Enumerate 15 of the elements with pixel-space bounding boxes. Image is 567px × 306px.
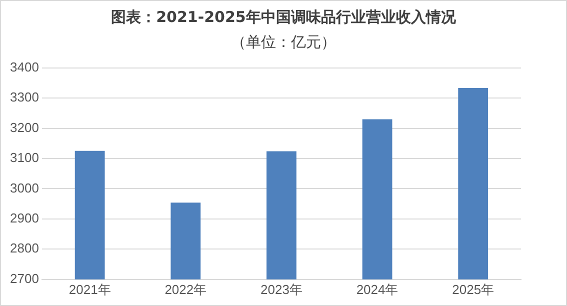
- x-tick-label: 2021年: [68, 282, 111, 297]
- y-tick-label: 3400: [10, 59, 39, 74]
- y-tick-label: 2700: [10, 270, 39, 286]
- chart-subtitle: （单位：亿元）: [230, 33, 337, 52]
- x-tick-label: 2024年: [356, 282, 398, 297]
- y-tick-label: 3100: [10, 150, 39, 166]
- y-tick-label: 3000: [10, 180, 39, 196]
- y-tick-label: 2800: [10, 240, 39, 256]
- chart-title: 图表：2021-2025年中国调味品行业营业收入情况: [110, 8, 457, 27]
- y-tick-label: 2900: [10, 210, 39, 226]
- y-tick-label: 3300: [10, 90, 39, 105]
- x-tick-label: 2023年: [260, 282, 302, 297]
- y-tick-label: 3200: [10, 120, 39, 135]
- x-tick-label: 2022年: [164, 282, 207, 297]
- x-tick-label: 2025年: [452, 282, 494, 297]
